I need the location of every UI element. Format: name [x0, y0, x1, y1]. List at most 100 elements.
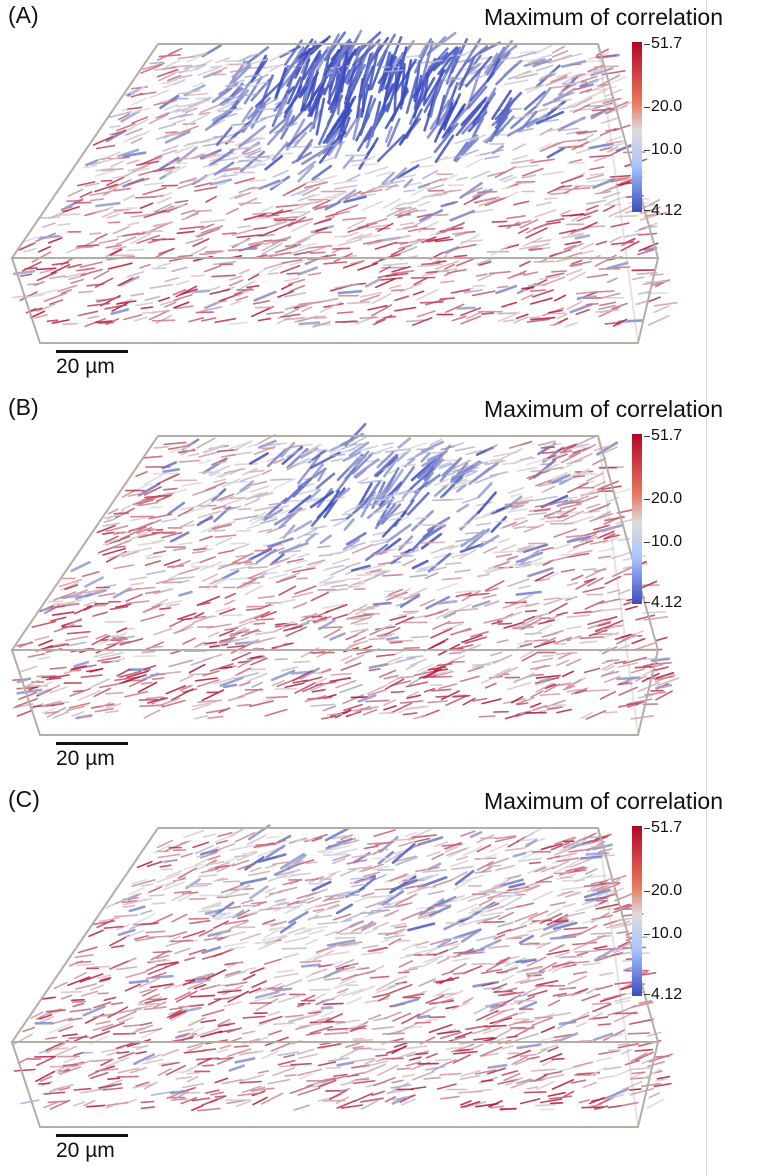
vector-arrow: [432, 620, 451, 630]
vector-arrow: [255, 990, 280, 999]
vector-arrow: [307, 83, 325, 118]
vector-arrow: [126, 159, 140, 165]
vector-arrow: [460, 830, 476, 837]
vector-arrow: [524, 839, 538, 848]
vector-arrow: [238, 508, 252, 511]
vector-arrow: [525, 602, 540, 608]
vector-arrow: [329, 960, 343, 967]
vector-arrow: [605, 88, 623, 97]
vector-arrow: [224, 627, 239, 631]
vector-arrow: [263, 982, 283, 992]
vector-arrow: [413, 837, 431, 843]
vector-arrow: [535, 674, 561, 679]
vector-arrow: [352, 1037, 365, 1040]
vector-arrow: [272, 169, 289, 178]
vector-arrow: [370, 491, 390, 501]
vector-arrow: [560, 451, 582, 464]
vector-arrow: [586, 577, 604, 587]
vector-arrow: [142, 605, 161, 614]
vector-arrow: [183, 84, 206, 97]
vector-arrow: [546, 147, 566, 159]
vector-arrow: [204, 908, 222, 915]
vector-arrow: [233, 515, 259, 521]
vector-arrow: [516, 966, 541, 974]
vector-arrow: [35, 1070, 55, 1083]
vector-arrow: [80, 674, 103, 679]
vector-arrow: [377, 623, 393, 631]
vector-arrow: [253, 505, 279, 512]
vector-arrow: [592, 886, 605, 892]
vector-arrow: [325, 212, 338, 218]
vector-arrow: [325, 496, 346, 502]
vector-arrow: [115, 924, 130, 931]
vector-arrow: [288, 911, 309, 924]
vector-arrow: [273, 218, 297, 222]
vector-arrow: [244, 473, 261, 481]
vector-arrow: [58, 1066, 82, 1075]
vector-arrow: [333, 184, 358, 190]
vector-arrow: [598, 301, 617, 307]
vector-arrow: [312, 199, 331, 209]
vector-arrow: [522, 167, 544, 177]
vector-arrow: [113, 512, 130, 515]
vector-arrow: [222, 886, 247, 898]
vector-arrow: [463, 289, 483, 294]
vector-arrow: [177, 893, 194, 902]
vector-arrow: [113, 914, 139, 918]
vector-arrow: [598, 531, 615, 539]
vector-arrow: [513, 525, 527, 530]
vector-arrow: [451, 865, 474, 871]
vector-arrow: [273, 972, 299, 979]
vector-arrow: [218, 292, 243, 303]
vector-arrow: [490, 878, 511, 890]
vector-arrow: [323, 628, 342, 639]
vector-arrow: [239, 1080, 263, 1084]
vector-arrow: [41, 996, 56, 1000]
vector-arrow: [351, 853, 376, 859]
vector-arrow: [371, 894, 393, 899]
vector-arrow: [270, 553, 285, 566]
vector-arrow: [551, 453, 568, 461]
vector-arrow: [535, 64, 554, 72]
vector-arrow: [33, 281, 45, 287]
vector-arrow: [477, 272, 495, 282]
vector-arrow: [411, 834, 437, 839]
vector-arrow: [370, 568, 382, 573]
vector-arrow: [530, 316, 556, 321]
vector-arrow: [382, 442, 394, 446]
vector-arrow: [206, 577, 229, 590]
vector-arrow: [506, 221, 520, 230]
vector-arrow: [624, 1059, 640, 1066]
vector-arrow: [286, 238, 307, 248]
vector-arrow: [325, 1066, 342, 1070]
vector-arrow: [478, 715, 496, 718]
vector-arrow: [443, 269, 458, 277]
vector-arrow: [272, 216, 298, 220]
vector-arrow: [614, 916, 636, 922]
vector-arrow: [213, 478, 227, 484]
vector-arrow: [143, 209, 168, 219]
vector-arrow: [148, 194, 164, 199]
vector-arrow: [582, 924, 598, 934]
vector-arrow: [131, 879, 156, 887]
vector-arrow: [307, 1011, 322, 1015]
vector-arrow: [137, 541, 159, 546]
vector-arrow: [182, 637, 196, 645]
vector-arrow: [346, 219, 366, 230]
vector-arrow: [151, 902, 166, 905]
vector-arrow: [406, 886, 429, 895]
vector-arrow: [212, 504, 227, 510]
vector-arrow: [362, 239, 383, 245]
vector-arrow: [551, 473, 571, 485]
vector-arrow: [342, 451, 362, 462]
vector-arrow: [390, 288, 405, 292]
vector-arrow: [481, 698, 502, 705]
vector-arrow: [148, 959, 171, 963]
vector-arrow: [319, 1042, 332, 1046]
vector-arrow: [523, 90, 547, 111]
vector-arrow: [620, 1048, 632, 1055]
vector-arrow: [302, 50, 322, 81]
vector-arrow: [219, 173, 238, 178]
vector-arrow: [134, 301, 154, 307]
vector-arrow: [584, 689, 610, 692]
